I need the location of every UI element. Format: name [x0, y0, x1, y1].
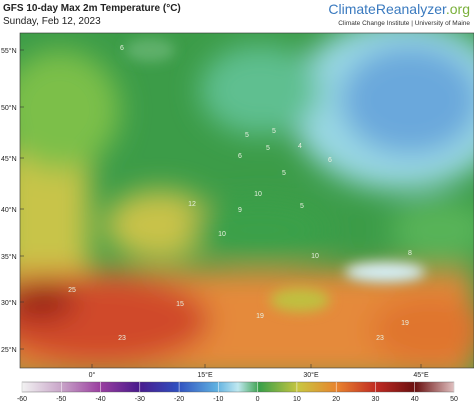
colorbar-tick-label: -50: [56, 396, 66, 403]
temperature-field: [20, 33, 474, 368]
point-label: 5: [245, 132, 249, 139]
lon-label: 45°E: [413, 371, 429, 379]
colorbar-tick-label: -40: [95, 396, 105, 403]
point-label: 8: [408, 250, 412, 257]
point-label: 25: [68, 287, 76, 294]
colorbar-tick-label: 20: [332, 396, 340, 403]
brand-main: ClimateReanalyzer: [328, 1, 447, 17]
map-labels: 6 5 5 6 5 4 5 6 10 12 10 5 9 8 10 15 19 23 25 23 19: [68, 45, 412, 342]
point-label: 6: [328, 157, 332, 164]
colorbar-tick-label: 30: [372, 396, 380, 403]
point-label: 10: [218, 231, 226, 238]
lon-label: 30°E: [303, 371, 319, 379]
colorbar: [21, 381, 455, 393]
lat-label: 35°N: [1, 253, 17, 261]
lat-label: 25°N: [1, 346, 17, 354]
point-label: 19: [401, 320, 409, 327]
point-label: 6: [238, 153, 242, 160]
colorbar-tick-label: -10: [213, 396, 223, 403]
colorbar-tick-label: 40: [411, 396, 419, 403]
point-label: 4: [298, 143, 302, 150]
subtitle: Sunday, Feb 12, 2023: [3, 16, 101, 27]
point-label: 12: [188, 201, 196, 208]
point-label: 5: [272, 128, 276, 135]
brand: ClimateReanalyzer.org: [328, 1, 470, 17]
point-label: 19: [256, 313, 264, 320]
lat-label: 40°N: [1, 206, 17, 214]
point-label: 6: [120, 45, 124, 52]
point-label: 15: [176, 301, 184, 308]
colorbar-tick-label: 10: [293, 396, 301, 403]
colorbar-tick-label: 0: [256, 396, 260, 403]
map-frame: [19, 32, 474, 369]
point-label: 10: [311, 253, 319, 260]
point-label: 5: [266, 145, 270, 152]
lon-label: 0°: [89, 371, 96, 379]
point-label: 9: [238, 207, 242, 214]
brand-suffix: .org: [446, 1, 470, 17]
colorbar-tick-label: 50: [450, 396, 458, 403]
title: GFS 10-day Max 2m Temperature (°C): [3, 3, 181, 14]
point-label: 10: [254, 191, 262, 198]
lon-label: 15°E: [197, 371, 213, 379]
point-label: 23: [118, 335, 126, 342]
point-label: 5: [300, 203, 304, 210]
lat-label: 55°N: [1, 47, 17, 55]
institute: Climate Change Institute | University of…: [338, 20, 470, 27]
colorbar-tick-label: -20: [174, 396, 184, 403]
point-label: 5: [282, 170, 286, 177]
colorbar-tick-label: -30: [135, 396, 145, 403]
lat-label: 30°N: [1, 299, 17, 307]
lat-label: 50°N: [1, 104, 17, 112]
colorbar-tick-label: -60: [17, 396, 27, 403]
point-label: 23: [376, 335, 384, 342]
lat-label: 45°N: [1, 155, 17, 163]
